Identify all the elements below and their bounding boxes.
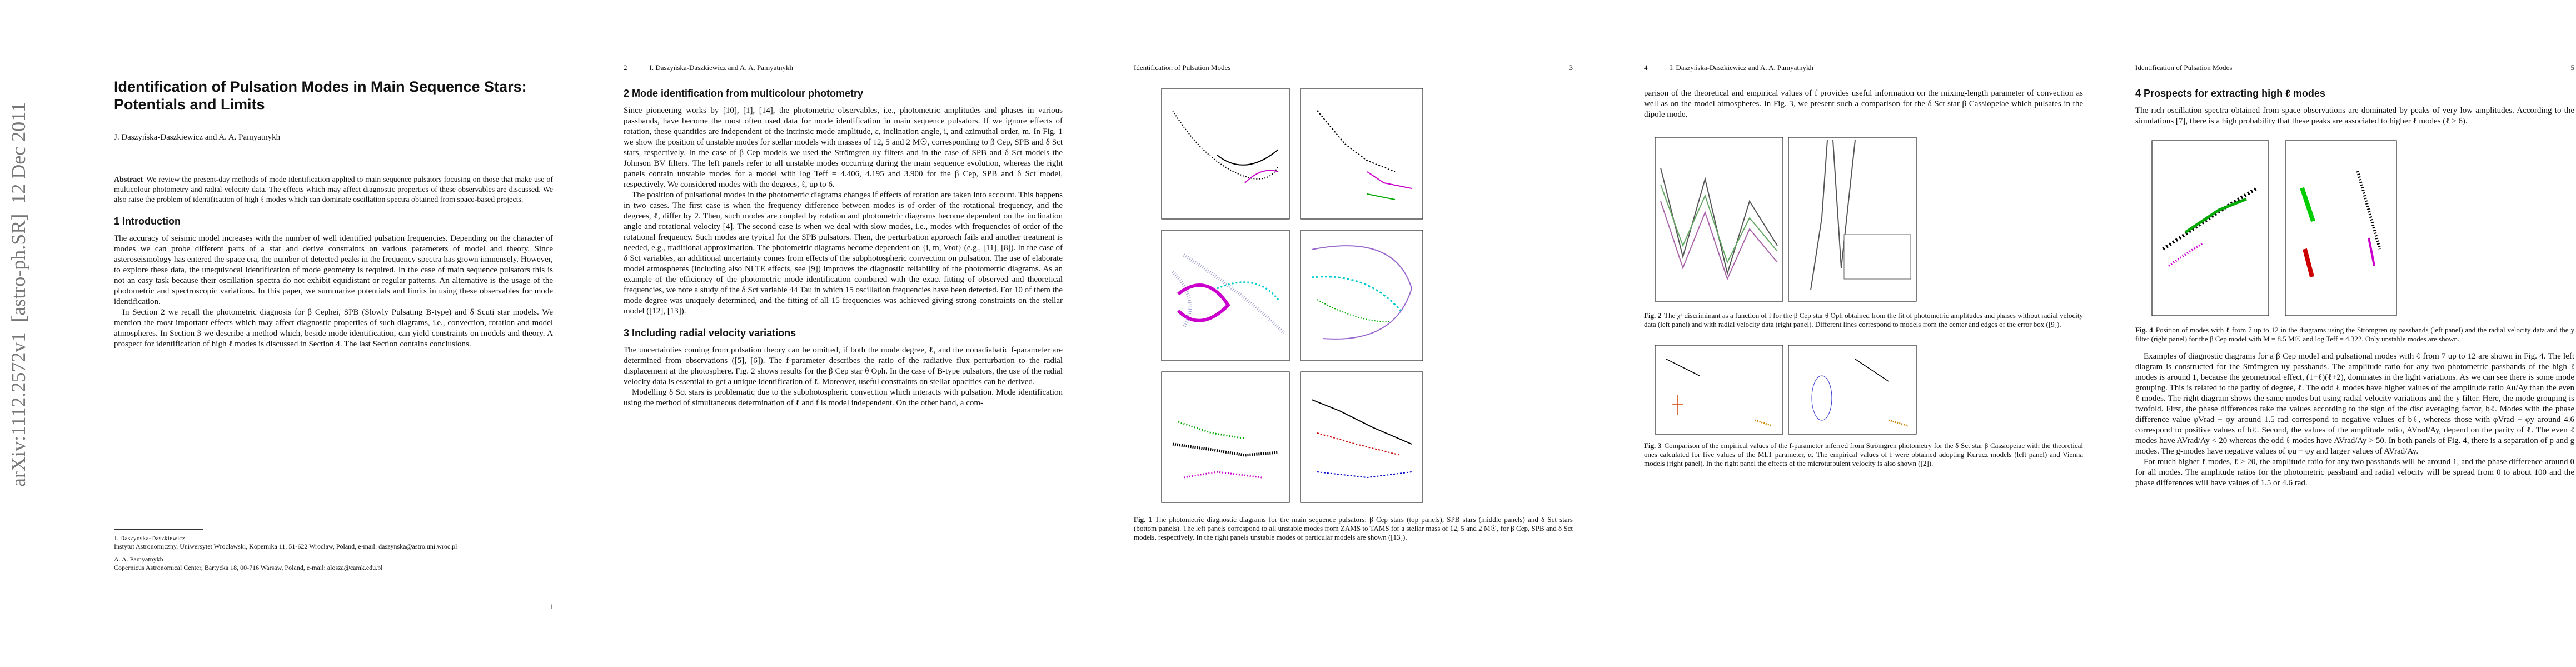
title: Identification of Pulsation Modes in Mai…	[114, 78, 527, 113]
figure	[1655, 137, 1917, 302]
abstract-text: We review the present-day methods of mod…	[114, 176, 553, 204]
page: Identification of Pulsation Modes 3 Fig. …	[1134, 62, 1573, 618]
paragraph: The rich oscillation spectra obtained fr…	[2135, 106, 2574, 126]
footnote-rule	[114, 529, 203, 530]
running-header: Identification of Pulsation Modes 5	[2135, 62, 2574, 73]
page: Identification of Pulsation Modes in Mai…	[114, 62, 553, 618]
figure-label: Fig. 2	[1644, 311, 1662, 320]
section-heading: 1 Introduction	[114, 216, 181, 227]
caption-text: The χ² discriminant as a function of f f…	[1644, 311, 2083, 328]
page-number: 1	[549, 603, 554, 611]
paragraph: The accuracy of seismic model increases …	[114, 234, 553, 306]
paragraph: Since pioneering works by [10], [1], [14…	[624, 106, 1063, 189]
header-text: Identification of Pulsation Modes	[2135, 63, 2233, 72]
caption-text: Comparison of the empirical values of th…	[1644, 441, 2083, 467]
section-heading: 3 Including radial velocity variations	[624, 327, 796, 339]
figure-caption: Fig. 4 Position of modes with ℓ from 7 up…	[2135, 326, 2574, 344]
header-text: I. Daszyńska-Daszkiewicz and A. A. Pamya…	[649, 63, 794, 72]
paragraph: parison of the theoretical and empirical…	[1644, 89, 2083, 119]
paragraph: For much higher ℓ modes, ℓ > 20, the amp…	[2135, 457, 2574, 487]
section-heading: 2 Mode identification from multicolour p…	[624, 88, 864, 99]
header-text: Identification of Pulsation Modes	[1134, 63, 1231, 72]
running-header: 4 I. Daszyńska-Daszkiewicz and A. A. Pamy…	[1644, 62, 2083, 73]
page: 4 I. Daszyńska-Daszkiewicz and A. A. Pamy…	[1644, 62, 2083, 618]
figure-label: Fig. 1	[1134, 515, 1153, 524]
footnotes: J. Daszyńska-Daszkiewicz Instytut Astron…	[114, 529, 553, 576]
footnote-name: J. Daszyńska-Daszkiewicz	[114, 534, 185, 542]
header-text: I. Daszyńska-Daszkiewicz and A. A. Pamya…	[1670, 63, 1814, 72]
paragraph: Examples of diagnostic diagrams for a β …	[2135, 352, 2574, 456]
figure-caption: Fig. 2 The χ² discriminant as a function …	[1644, 311, 2083, 329]
header-number: 3	[1569, 63, 1573, 72]
header-number: 4	[1644, 63, 1648, 72]
figure	[2151, 140, 2397, 316]
footnote: J. Daszyńska-Daszkiewicz Instytut Astron…	[114, 534, 553, 551]
caption-text: Position of modes with ℓ from 7 up to 12…	[2135, 326, 2574, 343]
page: 2 I. Daszyńska-Daszkiewicz and A. A. Pamy…	[624, 62, 1063, 618]
paragraph: In Section 2 we recall the photometric d…	[114, 308, 553, 349]
running-header: Identification of Pulsation Modes 3	[1134, 62, 1573, 73]
figure	[1161, 88, 1423, 503]
page: Identification of Pulsation Modes 5 4 Pro…	[2135, 62, 2574, 618]
running-header: 2 I. Daszyńska-Daszkiewicz and A. A. Pamy…	[624, 62, 1063, 73]
arxiv-stamp: arXiv:1112.2572v1 [astro-ph.SR] 12 Dec 2…	[7, 102, 29, 487]
footnote-address: Copernicus Astronomical Center, Bartycka…	[114, 564, 383, 571]
header-number: 5	[2570, 63, 2575, 72]
figure	[1655, 345, 1917, 435]
paragraph: The uncertainties coming from pulsation …	[624, 346, 1063, 386]
figure-caption: Fig. 3 Comparison of the empirical values…	[1644, 441, 2083, 468]
footnote: A. A. Pamyatnykh Copernicus Astronomical…	[114, 555, 553, 572]
caption-text: The photometric diagnostic diagrams for …	[1134, 515, 1573, 541]
footnote-name: A. A. Pamyatnykh	[114, 555, 163, 563]
authors: J. Daszyńska-Daszkiewicz and A. A. Pamya…	[114, 133, 281, 142]
figure-label: Fig. 3	[1644, 441, 1662, 450]
figure-label: Fig. 4	[2135, 326, 2153, 334]
footnote-address: Instytut Astronomiczny, Uniwersytet Wroc…	[114, 542, 457, 550]
paragraph: The position of pulsational modes in the…	[624, 191, 1063, 316]
abstract: Abstract We review the present-day method…	[114, 175, 553, 205]
abstract-label: Abstract	[114, 176, 143, 184]
figure-caption: Fig. 1 The photometric diagnostic diagram…	[1134, 515, 1573, 542]
section-heading: 4 Prospects for extracting high ℓ modes	[2135, 88, 2325, 99]
header-number: 2	[624, 63, 627, 72]
paragraph: Modelling δ Sct stars is problematic due…	[624, 388, 1063, 407]
